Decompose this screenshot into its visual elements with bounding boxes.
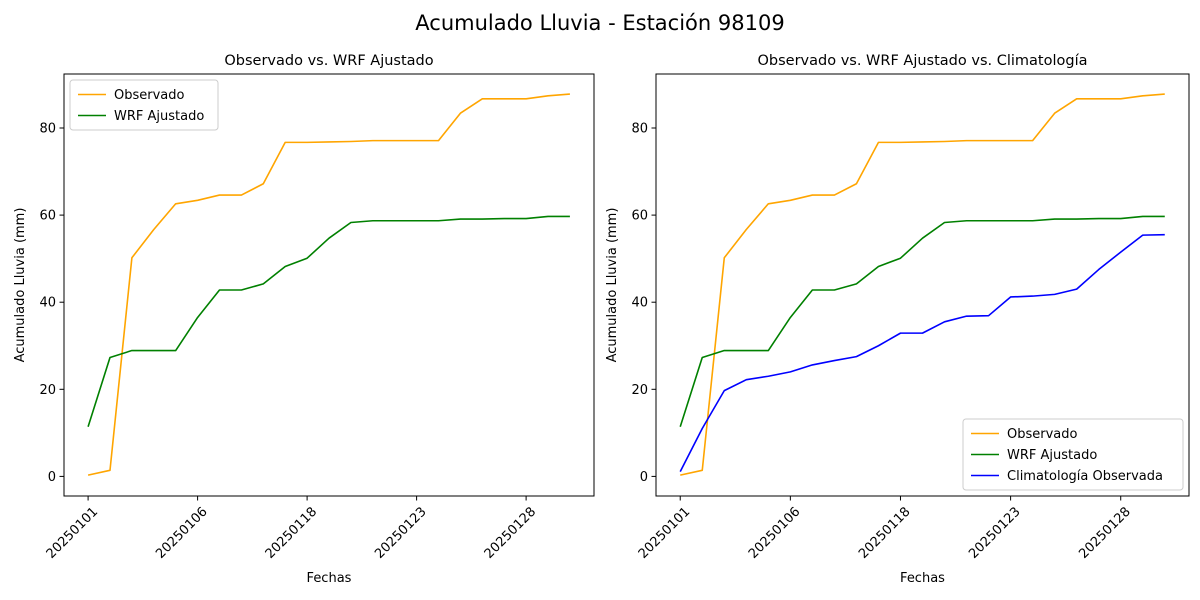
axes-frame [655, 73, 1190, 497]
y-tick-label: 0 [640, 470, 648, 485]
figure-title: Acumulado Lluvia - Estación 98109 [415, 11, 784, 35]
legend-box [962, 418, 1184, 491]
legend-label: WRF Ajustado [114, 109, 204, 124]
x-axis-label: Fechas [307, 571, 352, 586]
series-line-climatologia-observada [679, 233, 1165, 472]
series-line-wrf-ajustado [87, 215, 570, 428]
y-tick-label: 60 [39, 209, 56, 224]
y-tick-label: 80 [631, 122, 648, 137]
legend-label: WRF Ajustado [1007, 448, 1097, 463]
legend-label: Observado [114, 88, 185, 103]
legend: Observado WRF Ajustado Climatología Observ… [962, 418, 1184, 491]
y-tick-label: 60 [631, 209, 648, 224]
legend-label: Observado [1007, 427, 1078, 442]
series-line-wrf-ajustado [679, 215, 1165, 428]
chart-title: Observado vs. WRF Ajustado [224, 53, 433, 69]
chart-title: Observado vs. WRF Ajustado vs. Climatolo… [758, 53, 1088, 69]
y-tick-label: 80 [39, 122, 56, 137]
series-line-observado [680, 93, 1165, 476]
legend: Observado WRF Ajustado [69, 79, 219, 131]
y-tick-label: 40 [631, 296, 648, 311]
legend-label: Climatología Observada [1007, 469, 1163, 484]
y-tick-label: 20 [39, 383, 56, 398]
y-tick-label: 20 [631, 383, 648, 398]
y-tick-label: 40 [39, 296, 56, 311]
axes-frame [63, 73, 595, 497]
y-axis-label: Acumulado Lluvia (mm) [605, 208, 620, 363]
y-tick-label: 0 [48, 470, 56, 485]
series-line-observado [87, 93, 570, 476]
legend-box [69, 79, 219, 131]
y-axis-label: Acumulado Lluvia (mm) [13, 208, 28, 363]
x-axis-label: Fechas [900, 571, 945, 586]
